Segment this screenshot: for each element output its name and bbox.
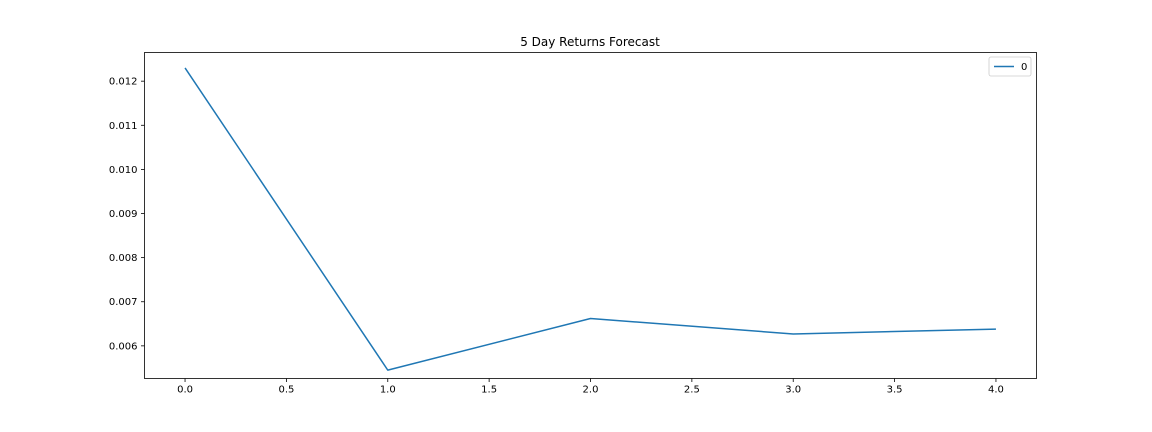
y-tick-label: 0.006: [109, 341, 138, 352]
x-tick-label: 4.0: [988, 385, 1004, 396]
x-tick-label: 2.0: [583, 385, 599, 396]
y-tick-label: 0.007: [109, 297, 138, 308]
plot-area: [144, 52, 1037, 379]
legend-label: 0: [1021, 62, 1027, 73]
x-tick-label: 1.0: [380, 385, 396, 396]
series-layer: [184, 67, 996, 371]
y-tick-label: 0.010: [109, 165, 138, 176]
x-axis: 0.0 0.5 1.0 1.5 2.0 2.5 3.0 3.5 4.0: [177, 378, 1004, 396]
y-tick-label: 0.011: [109, 121, 138, 132]
x-tick-label: 0.5: [278, 385, 294, 396]
x-tick-label: 0.0: [177, 385, 193, 396]
series-line-0: [184, 67, 996, 371]
x-tick-label: 2.5: [684, 385, 700, 396]
x-tick-label: 3.5: [887, 385, 903, 396]
y-tick-label: 0.009: [109, 209, 138, 220]
y-tick-label: 0.012: [109, 77, 138, 88]
x-tick-label: 1.5: [481, 385, 497, 396]
y-tick-label: 0.008: [109, 253, 138, 264]
chart-title: 5 Day Returns Forecast: [520, 35, 660, 49]
legend: 0: [988, 56, 1032, 77]
x-tick-label: 3.0: [785, 385, 801, 396]
y-axis: 0.006 0.007 0.008 0.009 0.010 0.011 0.012: [109, 77, 145, 352]
